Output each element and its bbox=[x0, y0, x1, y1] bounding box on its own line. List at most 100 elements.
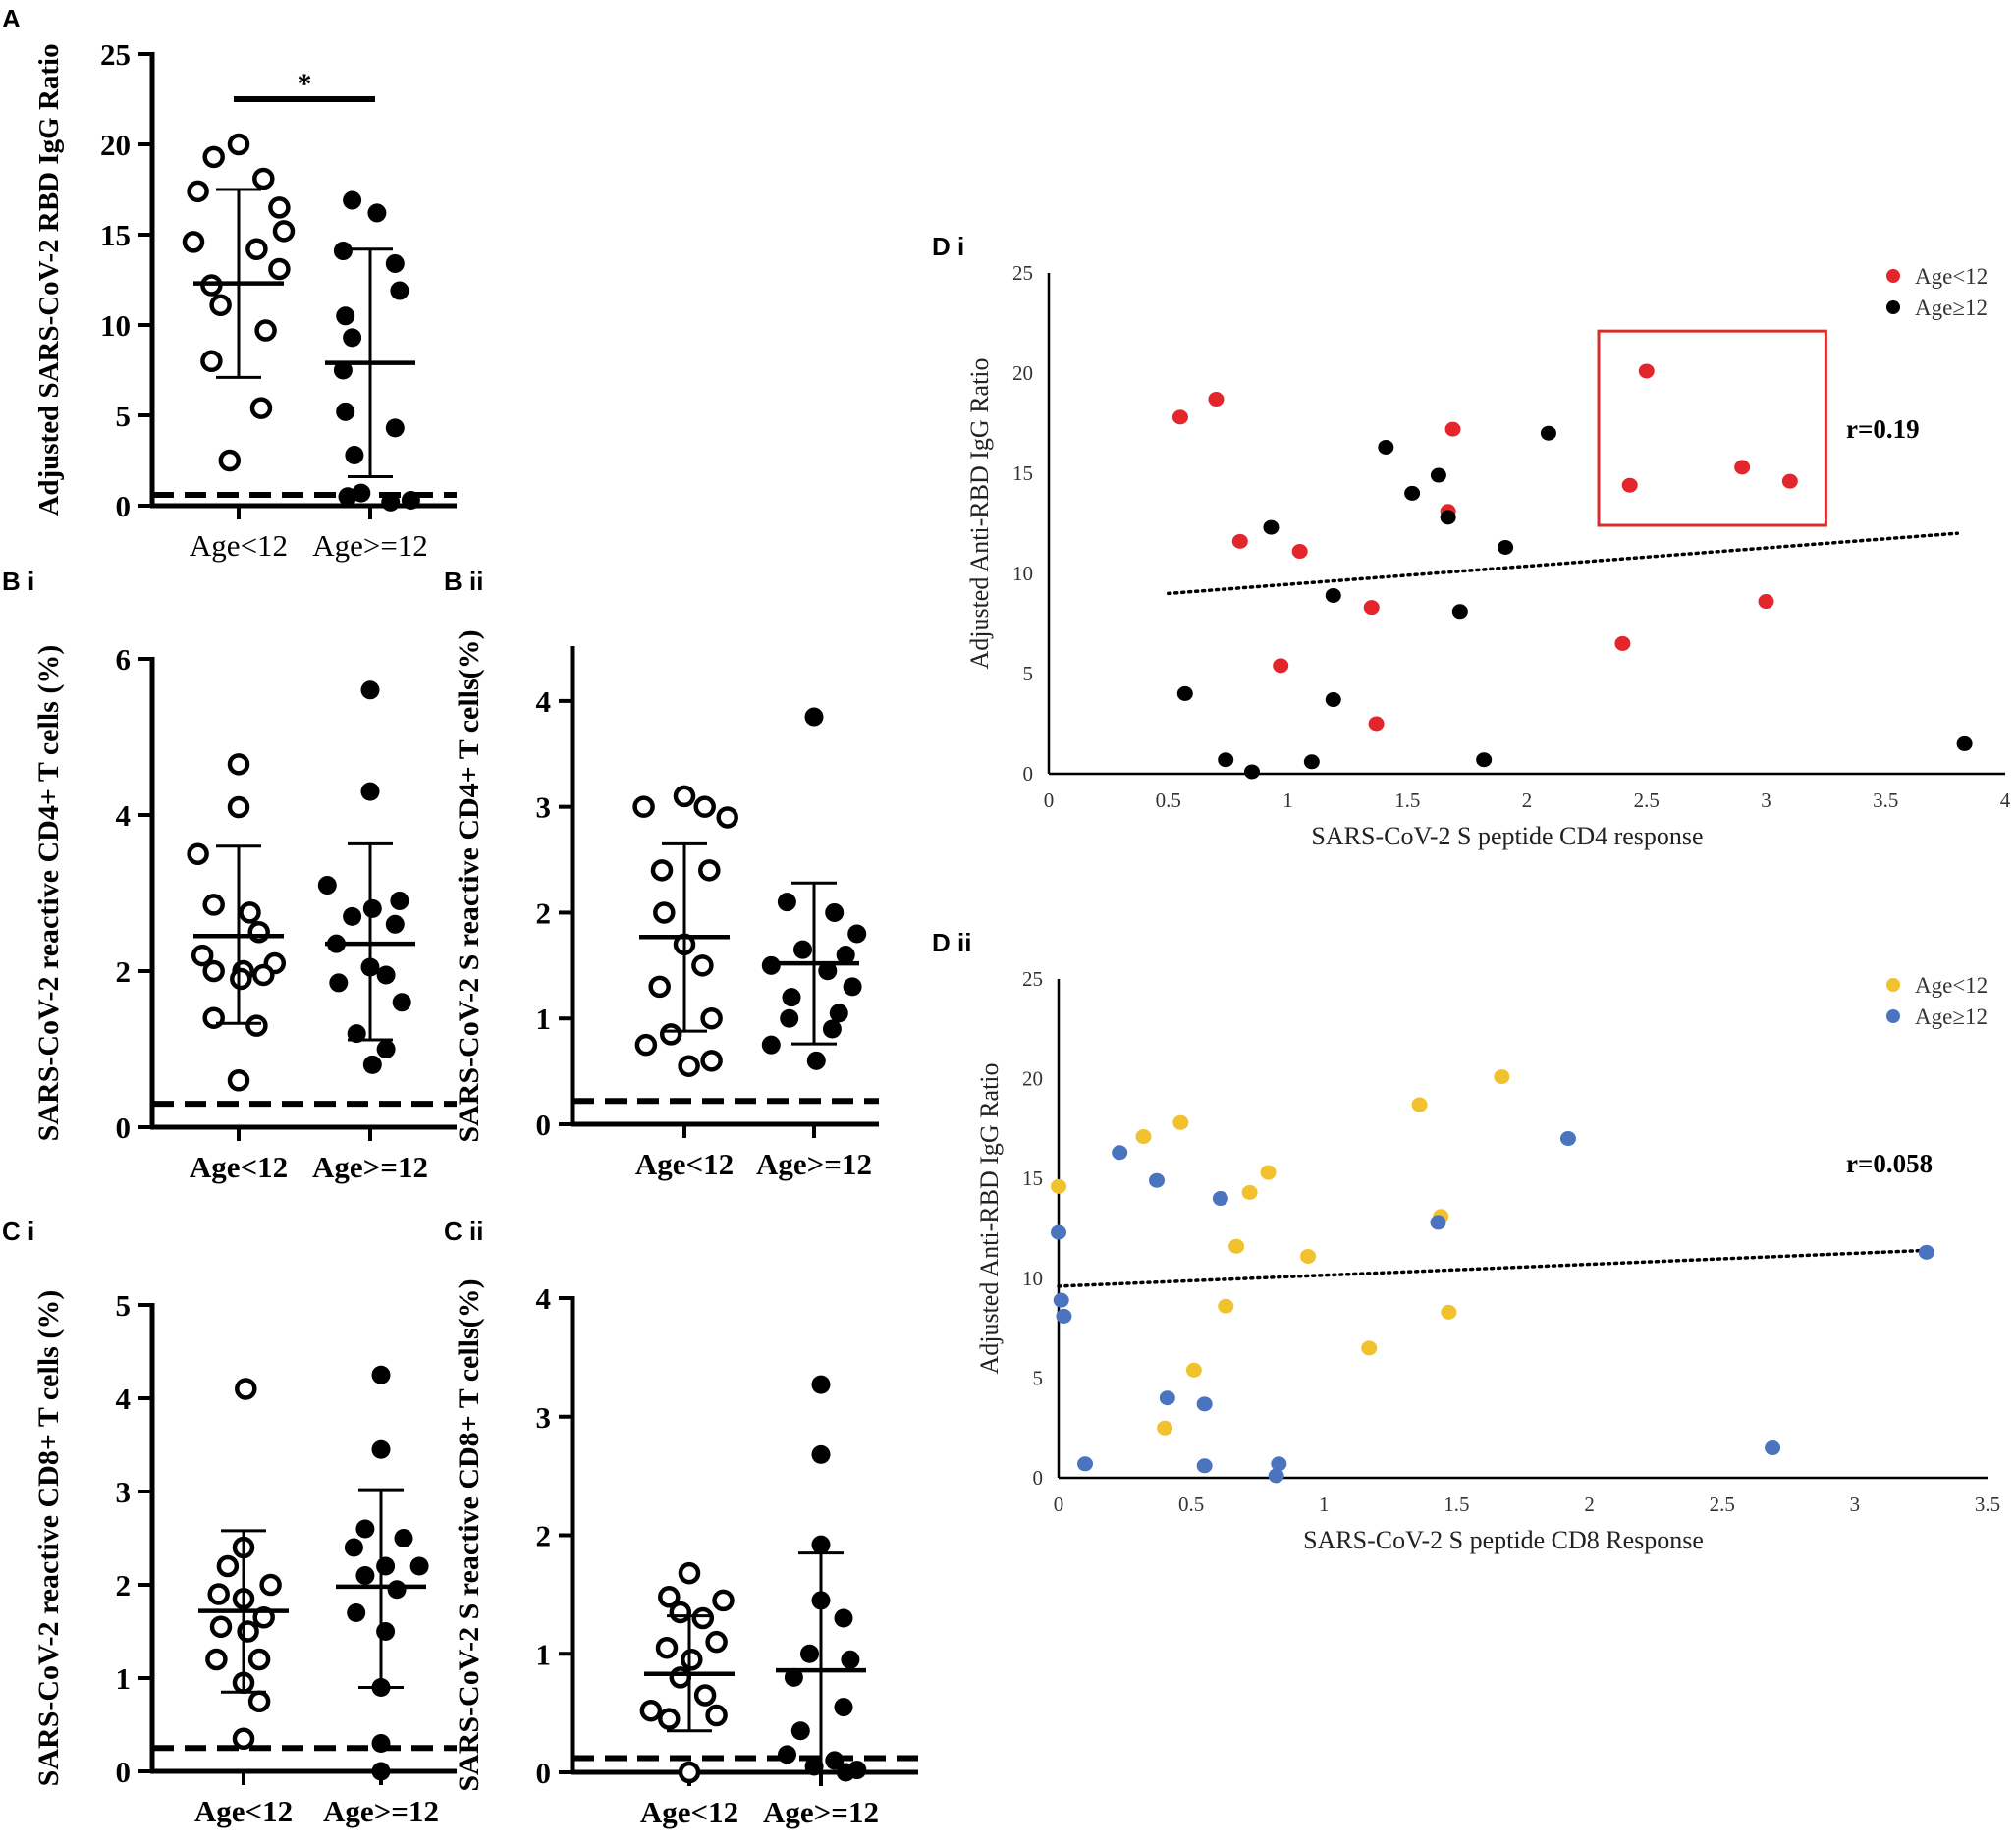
category-label: Age<12 bbox=[190, 528, 288, 563]
data-point bbox=[1361, 1340, 1378, 1356]
series-age12 bbox=[182, 133, 296, 472]
data-point bbox=[343, 190, 362, 210]
y-tick-label: 20 bbox=[100, 128, 131, 162]
data-point bbox=[1734, 460, 1751, 475]
y-tick-label: 3 bbox=[536, 790, 552, 825]
data-point bbox=[394, 1529, 413, 1547]
series-age12 bbox=[632, 785, 738, 1077]
data-point bbox=[1494, 1069, 1510, 1085]
y-tick-label: 0 bbox=[536, 1756, 552, 1790]
data-point bbox=[333, 360, 353, 380]
data-point bbox=[822, 1019, 842, 1039]
legend-label: Age<12 bbox=[1915, 264, 1988, 289]
y-tick-label: 2 bbox=[116, 954, 132, 989]
data-point bbox=[216, 1554, 240, 1578]
data-point bbox=[1368, 716, 1385, 732]
y-tick-label: 4 bbox=[116, 1382, 132, 1416]
data-point bbox=[252, 963, 275, 987]
data-point bbox=[1112, 1145, 1128, 1161]
y-tick-label: 5 bbox=[1033, 1366, 1044, 1389]
y-tick-label: 25 bbox=[1012, 261, 1033, 285]
data-point bbox=[1135, 1129, 1152, 1145]
data-point bbox=[793, 940, 812, 959]
data-point bbox=[385, 418, 405, 438]
x-tick-label: 3.5 bbox=[1873, 788, 1898, 812]
data-point bbox=[202, 145, 225, 169]
data-point bbox=[401, 490, 420, 510]
data-point bbox=[1291, 544, 1308, 560]
series-age12 bbox=[325, 190, 420, 512]
data-point bbox=[632, 795, 655, 818]
data-point bbox=[355, 1519, 375, 1539]
series-age12 bbox=[761, 707, 867, 1070]
data-point bbox=[227, 133, 250, 156]
data-point bbox=[1430, 467, 1446, 483]
x-tick-label: 0 bbox=[1054, 1492, 1064, 1516]
data-point bbox=[1273, 658, 1289, 674]
data-point bbox=[673, 785, 696, 808]
data-point bbox=[1185, 1362, 1202, 1378]
data-point bbox=[1157, 1420, 1173, 1436]
panel-label: D ii bbox=[932, 928, 971, 957]
data-point bbox=[655, 1636, 679, 1659]
data-point bbox=[843, 977, 862, 997]
data-point bbox=[847, 924, 867, 944]
highlight-box bbox=[1597, 329, 1827, 527]
data-point bbox=[360, 782, 380, 801]
data-point bbox=[182, 231, 205, 253]
y-tick-label: 0 bbox=[536, 1108, 552, 1142]
data-point bbox=[268, 257, 291, 281]
data-point bbox=[385, 914, 405, 934]
data-point bbox=[681, 1649, 703, 1671]
data-point bbox=[387, 1580, 407, 1600]
series-age12 bbox=[198, 1378, 289, 1750]
data-point bbox=[804, 707, 824, 727]
data-point bbox=[247, 921, 270, 944]
y-tick-label: 10 bbox=[1022, 1267, 1043, 1290]
x-axis-label: SARS-CoV-2 S peptide CD8 Response bbox=[1303, 1526, 1704, 1554]
data-point bbox=[1444, 421, 1461, 437]
data-point bbox=[376, 1040, 396, 1058]
data-point bbox=[338, 487, 357, 507]
data-point bbox=[1149, 1172, 1166, 1188]
x-tick-label: 1.5 bbox=[1394, 788, 1420, 812]
x-tick-label: 3 bbox=[1850, 1492, 1861, 1516]
data-point bbox=[1271, 1456, 1287, 1472]
data-point bbox=[1056, 1308, 1072, 1324]
y-tick-label: 4 bbox=[536, 1281, 552, 1316]
data-point bbox=[678, 1561, 701, 1585]
x-tick-label: 2 bbox=[1584, 1492, 1595, 1516]
x-tick-label: 2.5 bbox=[1710, 1492, 1735, 1516]
data-point bbox=[209, 1615, 233, 1638]
significance-label: * bbox=[298, 68, 312, 100]
data-point bbox=[1918, 1244, 1934, 1260]
y-tick-label: 4 bbox=[536, 684, 552, 719]
correlation-annotation: r=0.19 bbox=[1846, 414, 1920, 444]
category-label: Age<12 bbox=[635, 1147, 734, 1181]
data-point bbox=[239, 901, 261, 924]
data-point bbox=[344, 1538, 363, 1557]
data-point bbox=[247, 1690, 271, 1712]
data-point bbox=[187, 842, 209, 865]
data-point bbox=[1956, 735, 1973, 751]
legend-marker bbox=[1886, 1009, 1900, 1023]
data-point bbox=[272, 220, 296, 243]
y-axis-label: Adjusted SARS-CoV-2 RBD IgG Ratio bbox=[33, 43, 65, 516]
data-point bbox=[336, 306, 355, 326]
data-point bbox=[1440, 510, 1456, 525]
series-age-under-12 bbox=[1051, 1069, 1510, 1436]
series-age-12-and-over bbox=[1176, 425, 1973, 780]
data-point bbox=[259, 1573, 282, 1597]
data-point bbox=[376, 965, 396, 985]
data-point bbox=[1268, 1468, 1284, 1484]
data-point bbox=[1363, 600, 1380, 616]
data-point bbox=[381, 492, 401, 512]
trend-line bbox=[1057, 1248, 1929, 1288]
series-age-12-and-over bbox=[1051, 1131, 1934, 1484]
y-axis-label: Adjusted Anti-RBD IgG Ratio bbox=[965, 357, 994, 669]
y-tick-label: 0 bbox=[116, 1755, 132, 1789]
data-point bbox=[693, 1684, 717, 1707]
data-point bbox=[691, 1606, 715, 1630]
data-point bbox=[1498, 539, 1514, 555]
data-point bbox=[761, 1035, 781, 1055]
